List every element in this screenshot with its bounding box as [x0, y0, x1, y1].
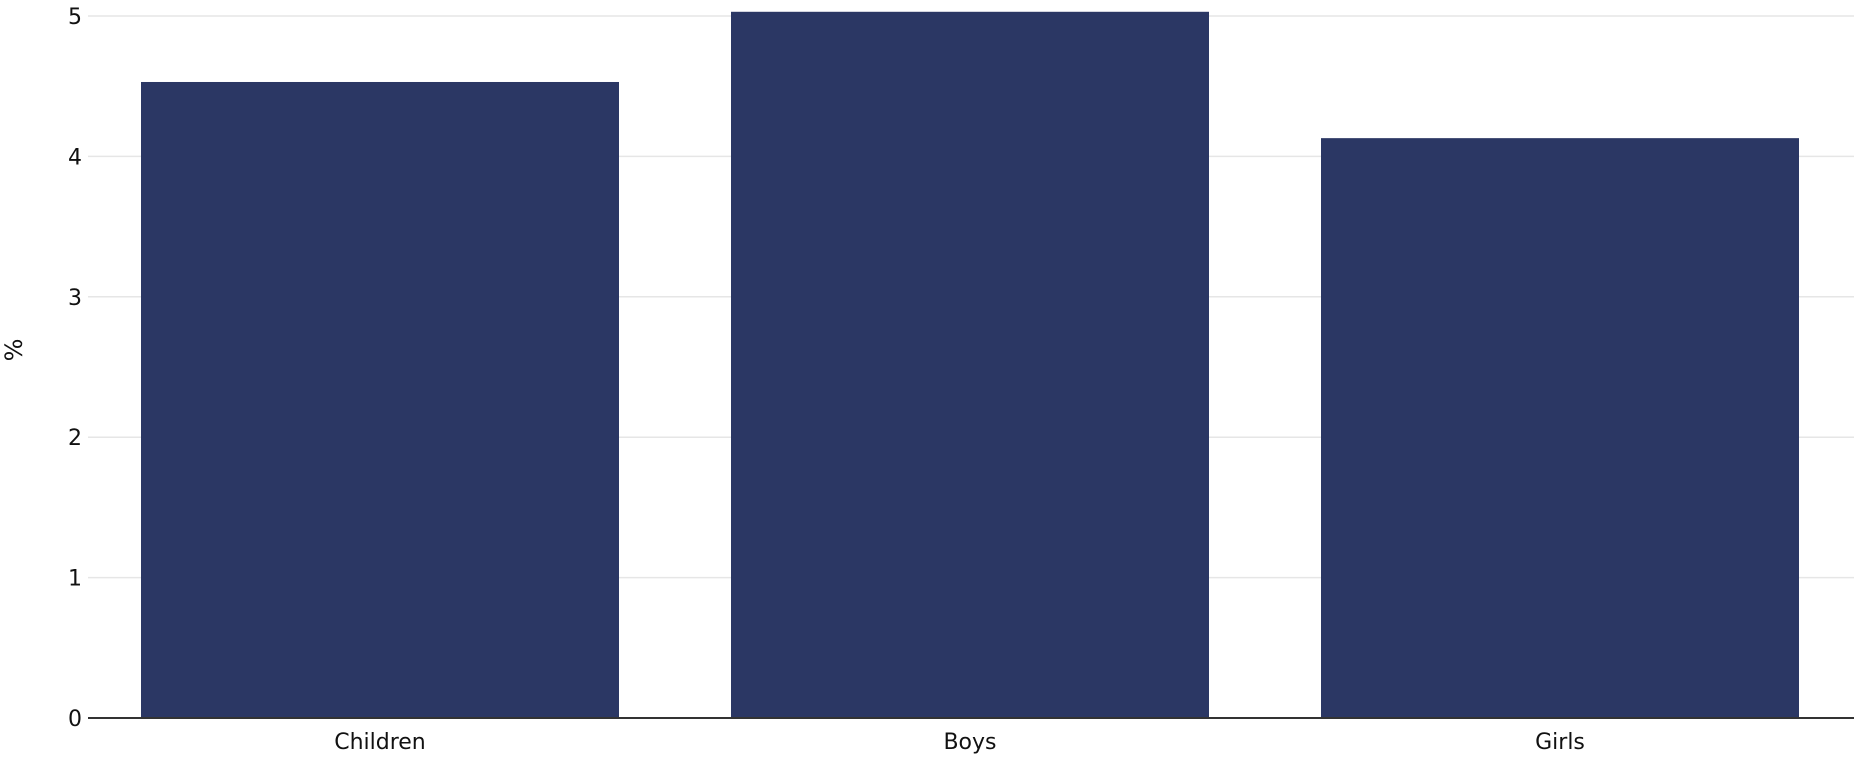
x-tick-labels: Children Boys Girls: [334, 730, 1585, 755]
y-tick-label: 1: [68, 567, 82, 592]
y-tick-label: 3: [68, 286, 82, 311]
y-tick-label: 5: [68, 5, 82, 30]
y-tick-labels: 0 1 2 3 4 5: [68, 5, 82, 732]
y-tick-label: 2: [68, 426, 82, 451]
x-tick-label-children: Children: [334, 730, 426, 755]
y-tick-label: 4: [68, 145, 82, 170]
bar-girls[interactable]: [1321, 138, 1799, 718]
bar-children[interactable]: [141, 81, 619, 719]
bars: [141, 11, 1799, 719]
y-axis-title: %: [0, 339, 28, 362]
x-tick-label-boys: Boys: [943, 730, 996, 755]
axes: %: [0, 339, 1854, 719]
x-tick-label-girls: Girls: [1535, 730, 1585, 755]
y-tick-label: 0: [68, 707, 82, 732]
bar-boys[interactable]: [731, 11, 1209, 718]
